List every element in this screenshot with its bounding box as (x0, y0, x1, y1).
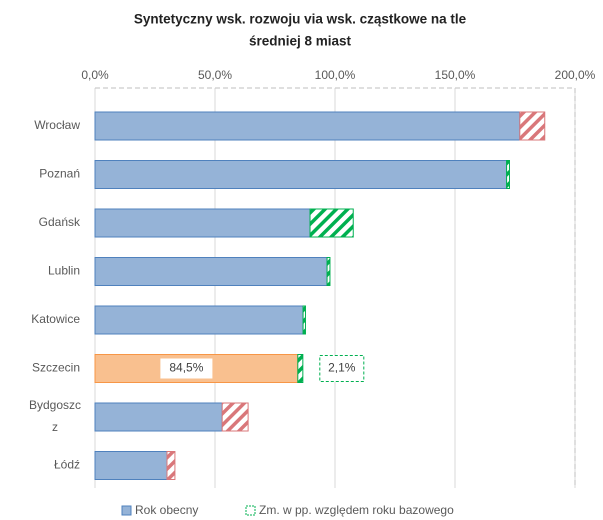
change-bar (166, 451, 176, 480)
legend-swatch (121, 505, 132, 516)
bar (94, 451, 168, 480)
change-bar (221, 402, 249, 432)
label-box (160, 358, 213, 379)
x-tick-label: 200,0% (555, 68, 596, 82)
y-tick-label: Łódź (54, 458, 80, 472)
chart-title: Syntetyczny wsk. rozwoju via wsk. cząstk… (134, 12, 467, 27)
x-tick-label: 0,0% (81, 68, 109, 82)
legend-label: Rok obecny (135, 503, 198, 517)
y-tick-label: Katowice (31, 312, 80, 326)
change-bar (309, 208, 354, 238)
bar (94, 208, 311, 238)
y-tick-label: Szczecin (32, 361, 80, 375)
y-tick-label: Gdańsk (39, 215, 81, 229)
y-tick-label: Lublin (48, 264, 80, 278)
x-tick-label: 100,0% (315, 68, 356, 82)
bar (94, 160, 508, 189)
change-bar (297, 354, 304, 383)
y-tick-label: Wrocław (34, 118, 80, 132)
bar (94, 257, 328, 286)
chart-title: średniej 8 miast (249, 34, 352, 49)
y-tick-label: Bydgoszc z (29, 398, 81, 434)
legend-swatch (245, 505, 256, 516)
legend-label: Zm. w pp. względem roku bazowego (259, 503, 454, 517)
change-bar (506, 160, 510, 189)
bar (94, 111, 521, 141)
change-bar (302, 305, 306, 335)
bar (94, 402, 223, 432)
label-box (319, 355, 365, 382)
bar (94, 305, 304, 335)
y-tick-label: Poznań (39, 167, 80, 181)
data-label: 2,1% (328, 361, 356, 375)
x-tick-label: 50,0% (198, 68, 232, 82)
data-label: 84,5% (169, 361, 203, 375)
change-bar (519, 111, 546, 141)
x-tick-label: 150,0% (435, 68, 476, 82)
change-bar (326, 257, 331, 286)
